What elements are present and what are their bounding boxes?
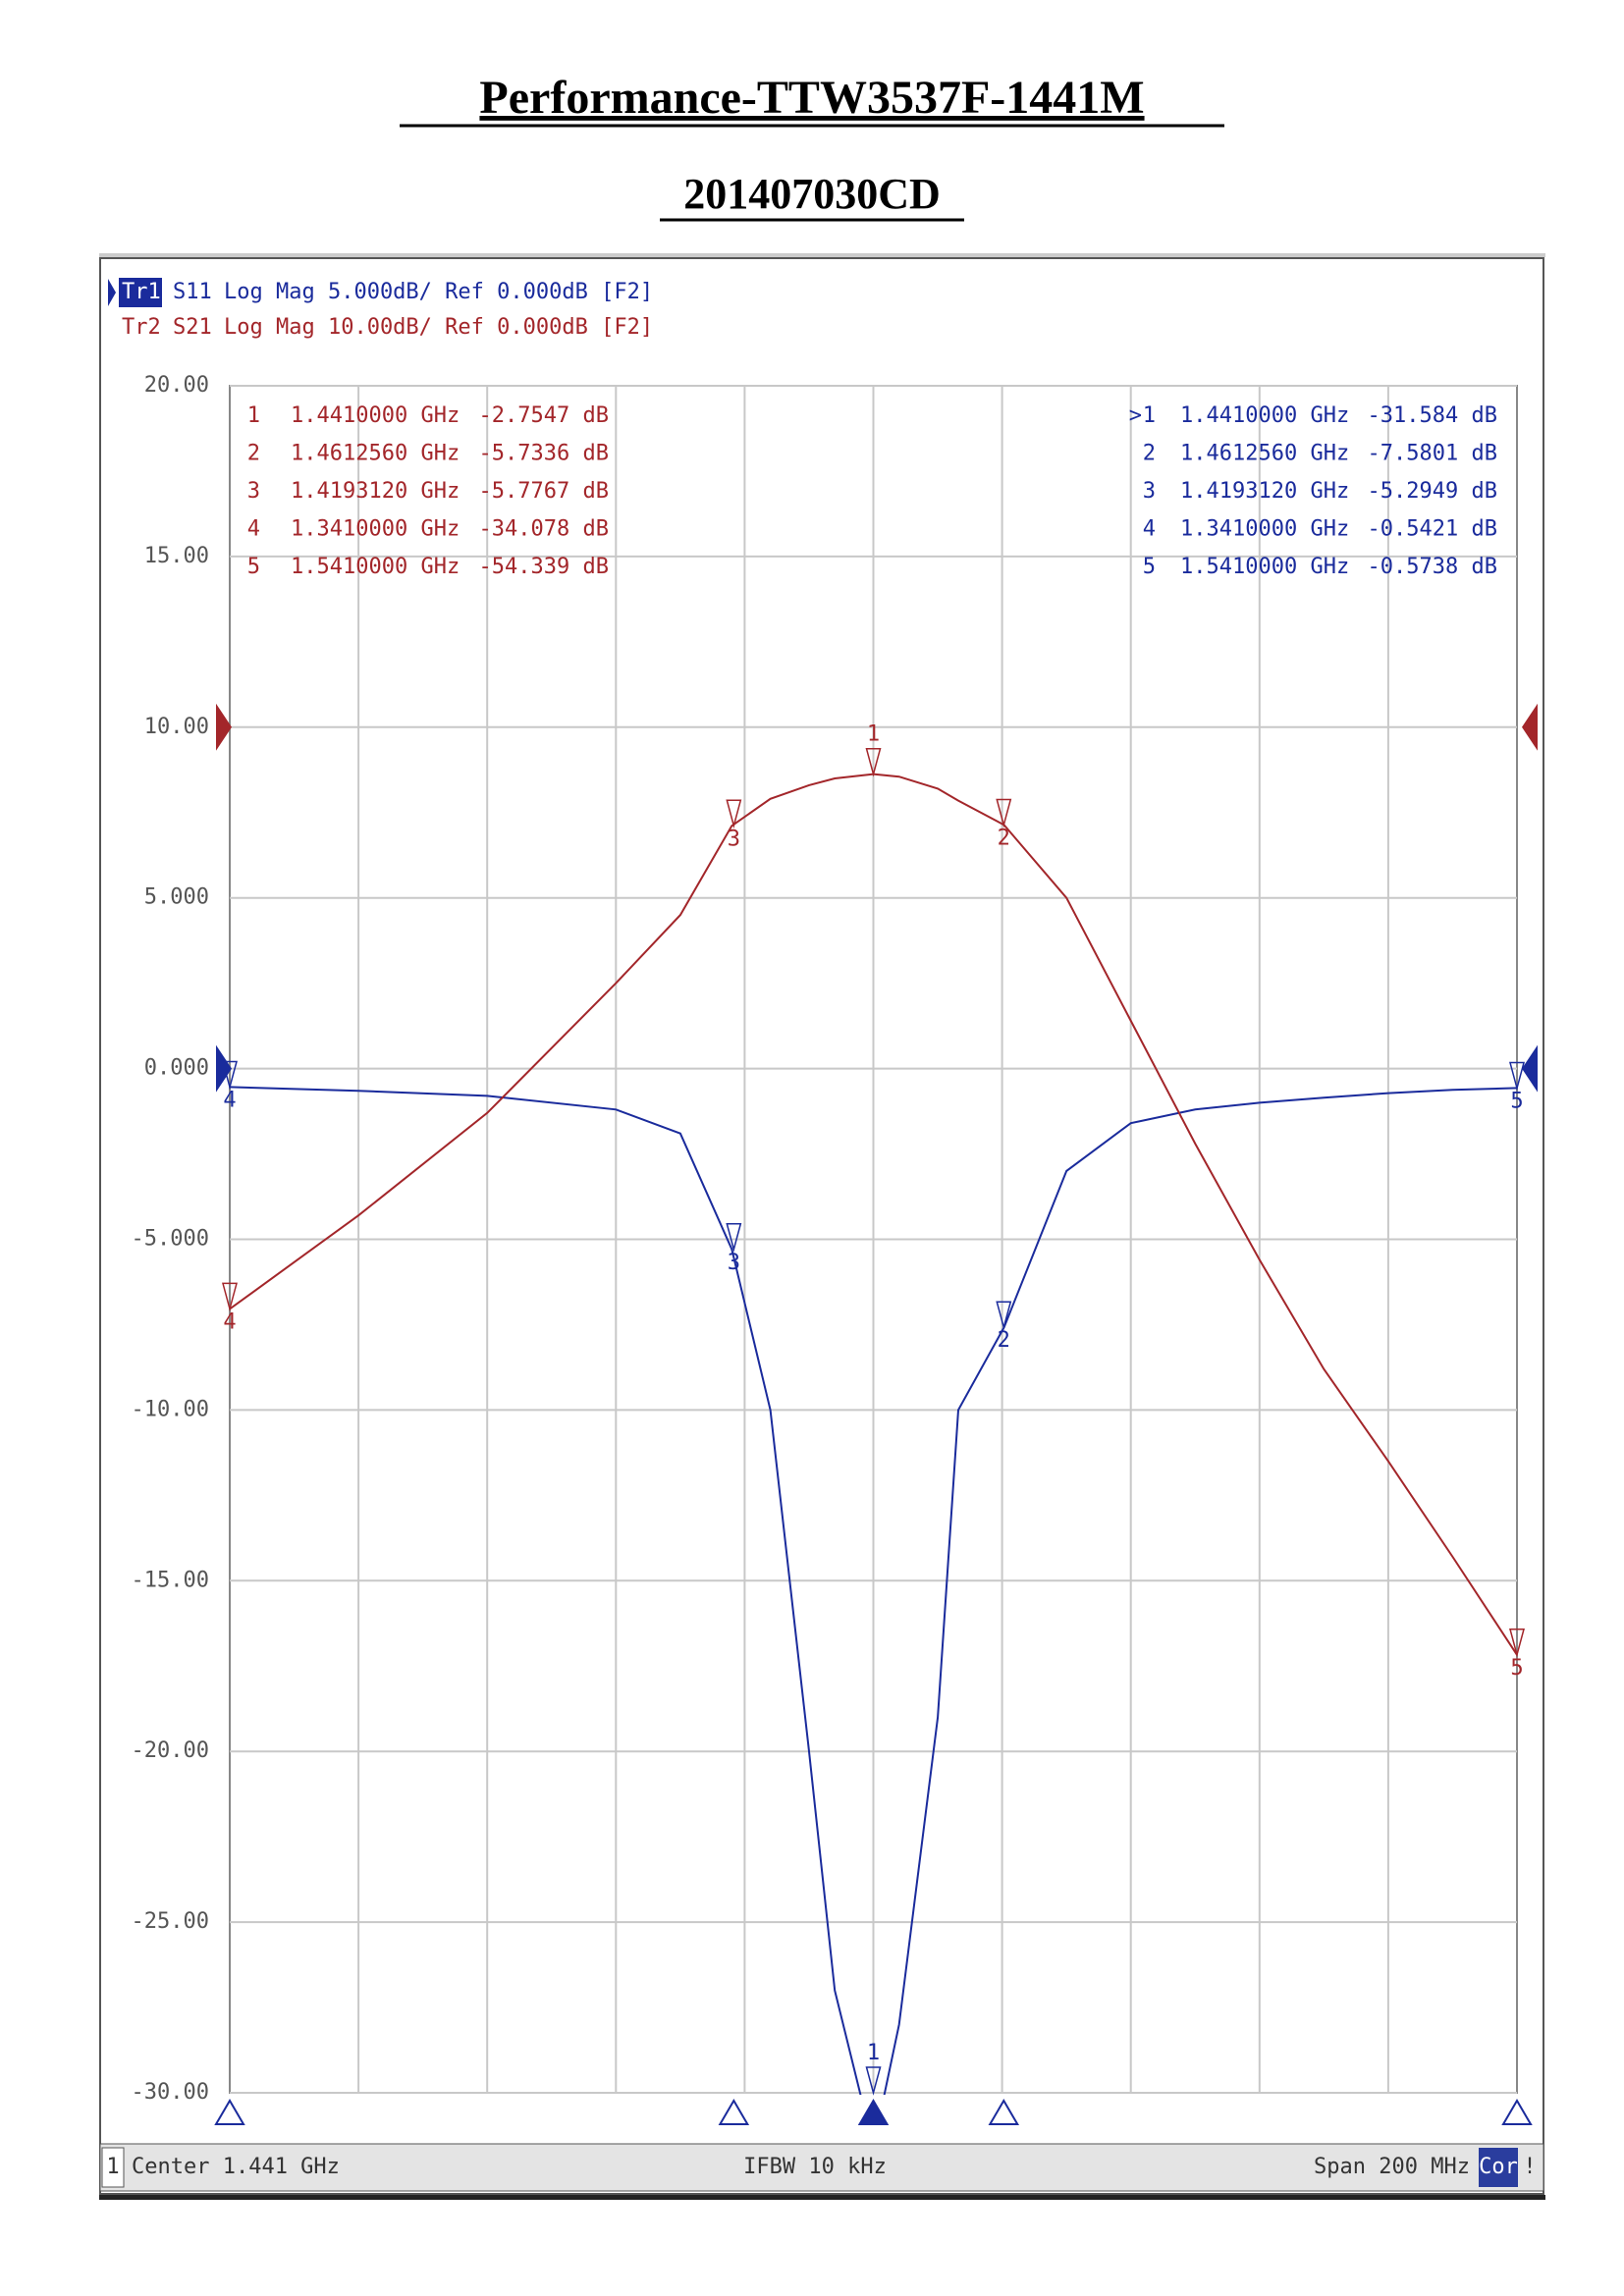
stimulus-marker	[214, 2099, 245, 2125]
marker-triangle	[1509, 1061, 1525, 1092]
marker-table-id: 4	[247, 517, 260, 542]
trace-badge	[119, 278, 162, 307]
marker-table-value: -54.339 dB	[479, 555, 609, 579]
title: Performance-TTW3537F-1441M	[479, 72, 1144, 124]
trace-line	[230, 1086, 1517, 2095]
marker-triangle	[996, 1301, 1012, 1331]
marker-table-id: 3	[247, 479, 260, 504]
marker-triangle	[222, 1060, 238, 1091]
y-tick-label: -5.000	[132, 1227, 209, 1252]
correction: Cor	[1479, 2155, 1518, 2179]
marker-triangle	[1509, 1629, 1525, 1658]
stimulus-marker	[1501, 2099, 1533, 2125]
marker-table-freq: 1.4410000 GHz	[291, 403, 460, 428]
channel-number: 1	[106, 2155, 119, 2179]
marker-table-id: 2	[247, 442, 260, 466]
marker-table-freq: 1.4612560 GHz	[1180, 442, 1349, 466]
ref-arrow-right	[1522, 703, 1538, 751]
marker-triangle	[865, 2066, 882, 2096]
center-frequency: Center 1.441 GHz	[132, 2155, 340, 2179]
subtitle: 201407030CD	[683, 170, 941, 218]
correction-box	[1479, 2148, 1518, 2187]
y-tick-label: -15.00	[132, 1568, 209, 1592]
marker-triangle	[726, 1223, 742, 1253]
marker-label: 5	[1510, 1656, 1523, 1681]
screen-top-edge	[99, 253, 1545, 257]
trace-param: S11	[173, 280, 212, 304]
marker-table-id: 5	[247, 555, 260, 579]
marker-label: 1	[867, 722, 880, 747]
marker-label: 4	[223, 1309, 236, 1334]
marker-table-freq: 1.3410000 GHz	[291, 517, 460, 542]
marker-table-value: -5.7767 dB	[479, 479, 609, 504]
marker-label: 2	[998, 1328, 1010, 1353]
channel-box	[101, 2147, 125, 2188]
y-tick-label: -30.00	[132, 2080, 209, 2105]
marker-table-freq: 1.3410000 GHz	[1180, 517, 1349, 542]
marker-table-id: 1	[247, 403, 260, 428]
marker-table-freq: 1.4612560 GHz	[291, 442, 460, 466]
marker-table-freq: 1.4193120 GHz	[1180, 479, 1349, 504]
span: Span 200 MHz	[1314, 2155, 1470, 2179]
stimulus-marker	[857, 2099, 890, 2125]
y-tick-label: 15.00	[144, 544, 209, 568]
marker-table-id: 3	[1143, 479, 1156, 504]
marker-table-value: -5.2949 dB	[1368, 479, 1497, 504]
active-trace-indicator	[108, 279, 116, 306]
trace-format: Log Mag 10.00dB/ Ref 0.000dB [F2]	[224, 315, 653, 340]
trace-id: Tr2	[122, 315, 161, 340]
traces	[230, 773, 1517, 2095]
y-tick-label: -10.00	[132, 1397, 209, 1421]
marker-label: 3	[728, 1251, 740, 1275]
trace-line	[230, 773, 1517, 1656]
marker-table-id: 4	[1143, 517, 1156, 542]
chart: 20.00 15.00 10.00 5.000 0.000 -5.000 -10.00 -15…	[101, 278, 1538, 2188]
ref-arrow-left	[216, 703, 232, 751]
marker-label: 5	[1510, 1090, 1523, 1114]
y-tick-label: 20.00	[144, 373, 209, 398]
marker-label: 3	[728, 827, 740, 851]
marker-table-value: -7.5801 dB	[1368, 442, 1497, 466]
marker-triangle	[726, 799, 742, 829]
marker-table-id: 5	[1143, 555, 1156, 579]
y-tick-label: 10.00	[144, 715, 209, 739]
marker-table-value: -34.078 dB	[479, 517, 609, 542]
marker-table-freq: 1.5410000 GHz	[291, 555, 460, 579]
trace-format: Log Mag 5.000dB/ Ref 0.000dB [F2]	[224, 280, 653, 304]
marker-table-freq: 1.4410000 GHz	[1180, 403, 1349, 428]
marker-table-value: -0.5738 dB	[1368, 555, 1497, 579]
y-tick-label: -20.00	[132, 1738, 209, 1763]
marker-table-freq: 1.5410000 GHz	[1180, 555, 1349, 579]
y-tick-label: 0.000	[144, 1056, 209, 1081]
stimulus-marker	[988, 2099, 1020, 2125]
y-tick-label: 5.000	[144, 885, 209, 910]
marker-label: 4	[223, 1088, 236, 1112]
ref-arrow-left	[216, 1044, 232, 1093]
ifbw: IFBW 10 kHz	[743, 2155, 887, 2179]
marker-triangle	[222, 1282, 238, 1312]
status: !	[1523, 2155, 1536, 2179]
y-tick-label: -25.00	[132, 1909, 209, 1934]
marker-triangle	[865, 747, 882, 777]
marker-table-value: -5.7336 dB	[479, 442, 609, 466]
marker-table-value: -2.7547 dB	[479, 403, 609, 428]
marker-table-freq: 1.4193120 GHz	[291, 479, 460, 504]
stimulus-marker	[718, 2099, 750, 2125]
status-bar	[99, 2143, 1544, 2192]
marker-table-id: 1	[1143, 403, 1156, 428]
screen-bottom-edge	[99, 2195, 1545, 2200]
marker-table-id: 2	[1143, 442, 1156, 466]
ref-arrow-right	[1522, 1044, 1538, 1093]
marker-table-value: -31.584 dB	[1368, 403, 1497, 428]
marker-label: 2	[998, 827, 1010, 851]
marker-label: 1	[867, 2041, 880, 2065]
trace-param: S21	[173, 315, 212, 340]
marker-table-value: -0.5421 dB	[1368, 517, 1497, 542]
active-marker-symbol: >	[1129, 403, 1142, 428]
trace-id: Tr1	[122, 280, 161, 304]
marker-triangle	[996, 798, 1012, 828]
